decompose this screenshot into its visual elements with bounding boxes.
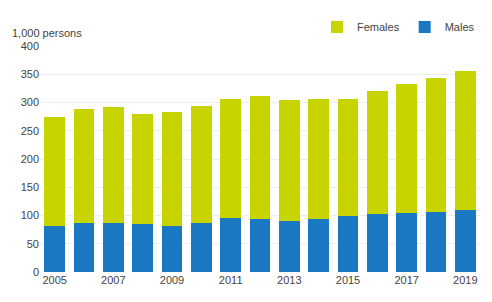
- svg-text:50: 50: [27, 238, 39, 250]
- svg-text:2015: 2015: [336, 274, 360, 286]
- svg-text:2011: 2011: [219, 274, 243, 286]
- svg-text:2017: 2017: [394, 274, 418, 286]
- svg-text:100: 100: [21, 209, 39, 221]
- svg-text:Females: Females: [357, 21, 400, 33]
- svg-text:2005: 2005: [42, 274, 66, 286]
- svg-text:2013: 2013: [277, 274, 301, 286]
- svg-text:150: 150: [21, 181, 39, 193]
- svg-text:400: 400: [21, 40, 39, 52]
- svg-text:0: 0: [33, 266, 39, 278]
- svg-text:2019: 2019: [453, 274, 477, 286]
- svg-text:300: 300: [21, 96, 39, 108]
- svg-text:1,000 persons: 1,000 persons: [12, 27, 82, 39]
- svg-text:250: 250: [21, 125, 39, 137]
- svg-text:2007: 2007: [101, 274, 125, 286]
- svg-text:200: 200: [21, 153, 39, 165]
- svg-text:350: 350: [21, 68, 39, 80]
- svg-text:2009: 2009: [160, 274, 184, 286]
- svg-text:Males: Males: [445, 21, 475, 33]
